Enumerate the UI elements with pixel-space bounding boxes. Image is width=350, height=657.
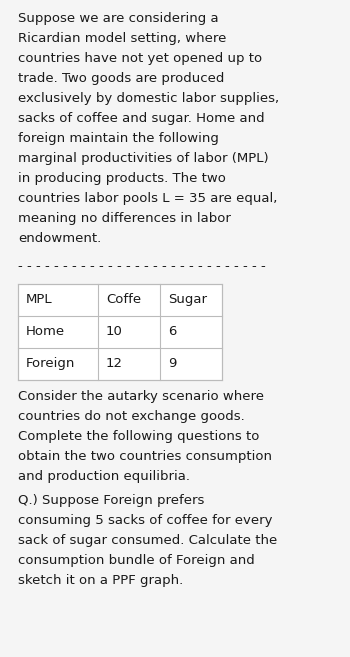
Text: 10: 10: [106, 325, 123, 338]
Text: Home: Home: [26, 325, 65, 338]
Text: in producing products. The two: in producing products. The two: [18, 172, 226, 185]
Text: countries labor pools L = 35 are equal,: countries labor pools L = 35 are equal,: [18, 192, 277, 205]
Bar: [18, 284, 222, 380]
Text: sacks of coffee and sugar. Home and: sacks of coffee and sugar. Home and: [18, 112, 265, 125]
Text: MPL: MPL: [26, 293, 52, 306]
Text: countries have not yet opened up to: countries have not yet opened up to: [18, 52, 262, 65]
Text: 9: 9: [168, 357, 176, 370]
Text: endowment.: endowment.: [18, 232, 101, 245]
Text: meaning no differences in labor: meaning no differences in labor: [18, 212, 231, 225]
Text: Complete the following questions to: Complete the following questions to: [18, 430, 259, 443]
Text: 12: 12: [106, 357, 123, 370]
Text: foreign maintain the following: foreign maintain the following: [18, 132, 219, 145]
Text: sketch it on a PPF graph.: sketch it on a PPF graph.: [18, 574, 183, 587]
Text: and production equilibria.: and production equilibria.: [18, 470, 190, 483]
Text: consuming 5 sacks of coffee for every: consuming 5 sacks of coffee for every: [18, 514, 273, 527]
Text: Sugar: Sugar: [168, 293, 207, 306]
Text: 6: 6: [168, 325, 176, 338]
Text: consumption bundle of Foreign and: consumption bundle of Foreign and: [18, 554, 255, 567]
Text: marginal productivities of labor (MPL): marginal productivities of labor (MPL): [18, 152, 269, 165]
Text: obtain the two countries consumption: obtain the two countries consumption: [18, 450, 272, 463]
Text: Consider the autarky scenario where: Consider the autarky scenario where: [18, 390, 264, 403]
Text: Suppose we are considering a: Suppose we are considering a: [18, 12, 219, 25]
Text: exclusively by domestic labor supplies,: exclusively by domestic labor supplies,: [18, 92, 279, 105]
Text: Coffe: Coffe: [106, 293, 141, 306]
Text: trade. Two goods are produced: trade. Two goods are produced: [18, 72, 224, 85]
Text: countries do not exchange goods.: countries do not exchange goods.: [18, 410, 245, 423]
Text: Ricardian model setting, where: Ricardian model setting, where: [18, 32, 226, 45]
Text: Foreign: Foreign: [26, 357, 75, 370]
Text: sack of sugar consumed. Calculate the: sack of sugar consumed. Calculate the: [18, 534, 277, 547]
Text: Q.) Suppose Foreign prefers: Q.) Suppose Foreign prefers: [18, 494, 204, 507]
Text: - - - - - - - - - - - - - - - - - - - - - - - - - - - -: - - - - - - - - - - - - - - - - - - - - …: [18, 260, 266, 273]
